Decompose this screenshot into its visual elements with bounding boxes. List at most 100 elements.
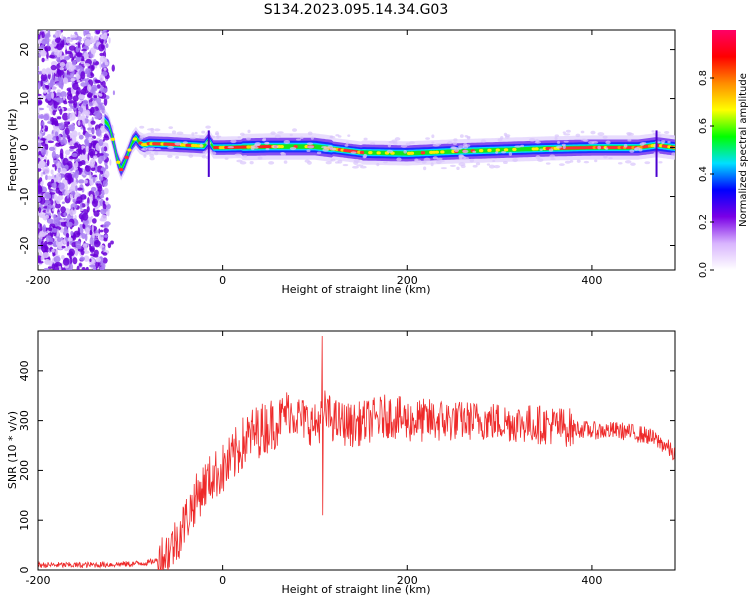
noise-speckle xyxy=(105,43,109,49)
side-speckle xyxy=(234,153,242,157)
noise-speckle xyxy=(72,257,78,265)
noise-speckle xyxy=(71,134,77,144)
side-speckle xyxy=(497,138,503,142)
side-speckle xyxy=(602,135,608,139)
noise-speckle xyxy=(64,247,69,252)
noise-speckle xyxy=(53,49,59,53)
noise-speckle xyxy=(43,267,49,270)
noise-speckle xyxy=(70,190,76,196)
snr-x-tick-label: 200 xyxy=(397,574,418,587)
side-speckle xyxy=(330,158,336,162)
side-speckle xyxy=(394,137,401,141)
noise-speckle xyxy=(77,143,82,152)
noise-speckle xyxy=(91,65,95,70)
noise-speckle xyxy=(38,232,43,241)
noise-speckle xyxy=(98,228,101,235)
noise-speckle xyxy=(81,152,88,161)
side-speckle xyxy=(299,136,304,139)
side-speckle xyxy=(594,159,598,163)
side-speckle xyxy=(216,135,220,140)
snr-y-tick-label: 300 xyxy=(18,410,31,431)
side-speckle xyxy=(563,140,569,143)
side-speckle xyxy=(469,158,474,163)
noise-speckle xyxy=(47,241,53,245)
noise-speckle xyxy=(75,56,80,63)
noise-speckle xyxy=(52,164,55,168)
side-speckle xyxy=(201,130,206,134)
noise-speckle xyxy=(79,107,84,113)
snr-y-tick-label: 0 xyxy=(18,567,31,574)
side-speckle xyxy=(210,135,216,138)
noise-speckle xyxy=(40,44,45,49)
noise-speckle xyxy=(43,199,51,205)
side-speckle xyxy=(556,140,561,144)
noise-speckle xyxy=(89,245,93,252)
noise-speckle xyxy=(38,160,46,169)
noise-speckle xyxy=(80,71,86,80)
noise-speckle xyxy=(64,195,71,204)
noise-speckle xyxy=(100,117,106,125)
signal-core-dot xyxy=(503,148,509,152)
signal-core-dot xyxy=(359,150,365,155)
noise-speckle xyxy=(45,174,48,181)
noise-speckle xyxy=(74,167,79,171)
noise-speckle xyxy=(99,103,102,109)
noise-speckle xyxy=(80,194,87,200)
noise-speckle xyxy=(92,254,99,258)
side-speckle xyxy=(450,146,457,150)
noise-speckle xyxy=(67,100,75,104)
noise-speckle xyxy=(103,67,107,71)
side-speckle xyxy=(188,154,194,158)
side-speckle xyxy=(529,138,536,142)
spectrogram-y-tick-label: 20 xyxy=(18,43,31,57)
side-speckle xyxy=(363,153,368,158)
noise-speckle xyxy=(82,212,89,221)
noise-speckle xyxy=(72,95,79,102)
noise-speckle xyxy=(60,206,66,214)
noise-speckle xyxy=(99,61,102,69)
noise-speckle xyxy=(59,67,65,71)
noise-speckle xyxy=(96,112,102,119)
noise-speckle xyxy=(69,72,75,78)
side-speckle xyxy=(561,143,566,147)
side-speckle xyxy=(182,141,188,145)
noise-speckle xyxy=(53,199,56,208)
snr-x-axis-label: Height of straight line (km) xyxy=(281,583,430,596)
side-speckle xyxy=(202,150,208,154)
side-speckle xyxy=(562,131,566,134)
noise-speckle xyxy=(84,233,88,242)
noise-speckle xyxy=(103,97,108,106)
snr-y-tick-label: 100 xyxy=(18,510,31,531)
noise-speckle xyxy=(38,141,42,150)
noise-speckle xyxy=(51,181,57,189)
snr-x-tick-label: -200 xyxy=(26,574,51,587)
side-speckle xyxy=(274,134,281,139)
side-speckle xyxy=(508,152,513,156)
noise-speckle xyxy=(42,216,47,220)
noise-speckle xyxy=(56,116,62,120)
side-speckle xyxy=(463,157,470,160)
noise-speckle xyxy=(76,107,79,116)
spectrogram-x-tick-label: 200 xyxy=(397,274,418,287)
noise-speckle xyxy=(89,258,92,262)
snr-x-ticks: -200 0 200 400 xyxy=(26,331,602,587)
noise-speckle xyxy=(71,152,78,158)
snr-y-ticks: 0 100 200 300 400 xyxy=(18,360,675,574)
side-speckle xyxy=(247,129,251,134)
noise-speckle xyxy=(57,242,63,250)
side-speckle xyxy=(205,125,211,129)
noise-speckle xyxy=(47,175,52,180)
noise-speckle xyxy=(72,82,79,91)
side-speckle xyxy=(563,133,571,136)
noise-speckle xyxy=(50,64,57,71)
noise-speckle xyxy=(78,131,81,136)
signal-core-dot xyxy=(512,147,517,152)
noise-speckle xyxy=(40,172,43,177)
spectrogram-x-tick-label: 400 xyxy=(581,274,602,287)
side-speckle xyxy=(142,147,148,151)
noise-speckle xyxy=(106,204,111,210)
noise-speckle xyxy=(69,186,77,193)
signal-core-dot xyxy=(409,151,415,155)
noise-speckle xyxy=(101,146,105,153)
noise-speckle xyxy=(104,30,107,33)
